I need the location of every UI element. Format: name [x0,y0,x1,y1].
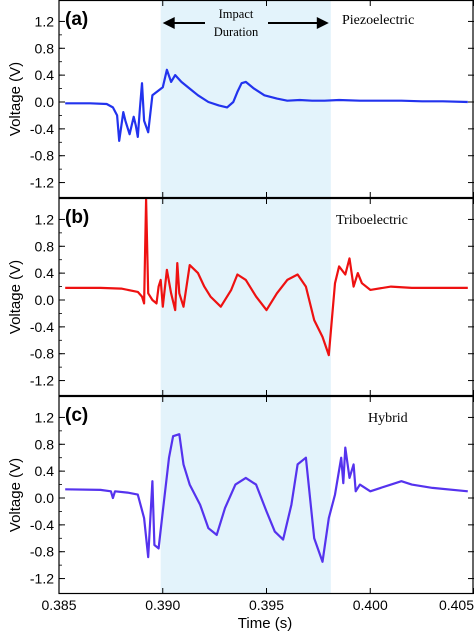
impact-duration-annotation: Impact Duration [162,7,329,39]
impact-label-line2: Duration [214,25,259,39]
y-tick-label: -0.4 [30,517,54,533]
x-tick-label: 0.405 [439,597,474,613]
panel-name: Piezoelectric [342,13,414,28]
y-tick-label: -0.4 [30,319,54,335]
x-tick-label: 0.385 [41,597,76,613]
y-tick-label: 0.4 [35,67,55,83]
panel-name: Triboelectric [336,213,408,228]
x-axis-label: Time (s) [238,615,292,632]
y-tick-label: 0.0 [35,490,55,506]
panel-frame [58,0,474,199]
y-tick-label: 0.0 [35,94,55,110]
panel-3: 1.2 0.8 0.4 0.0 -0.4 -0.8 -1.2 Voltage (V) (c) Hy… [7,395,474,595]
y-tick-label: 0.4 [35,463,55,479]
impact-arrow-left-head [162,17,175,29]
y-tick-label: -0.8 [30,148,54,164]
y-tick-label: 0.4 [35,265,55,281]
panel-frame [58,395,474,595]
y-axis-label: Voltage (V) [7,260,24,334]
impact-region [160,0,331,198]
y-tick-label: 1.2 [35,211,55,227]
y-tick-label: 1.2 [35,409,55,425]
panel-frame [58,197,474,397]
y-axis-label: Voltage (V) [7,62,24,136]
chart-panels: 1.2 0.8 0.4 0.0 -0.4 -0.8 -1.2 Voltage (V) (a) Pi… [7,0,474,613]
y-tick-label: -1.2 [30,175,54,191]
impact-label-line1: Impact [219,7,254,21]
impact-region [160,396,331,594]
y-tick-label: -1.2 [30,373,54,389]
series-line [65,433,468,563]
y-tick-label: 1.2 [35,13,55,29]
x-tick-label: 0.400 [353,597,388,613]
panel-2: 1.2 0.8 0.4 0.0 -0.4 -0.8 -1.2 Voltage (V) (b) Tr… [7,197,474,397]
y-tick-label: -1.2 [30,571,54,587]
y-tick-label: -0.8 [30,346,54,362]
x-tick-label: 0.395 [249,597,284,613]
panel-tag: (c) [65,405,88,426]
impact-arrow-right-head [316,17,329,29]
series-line [65,198,468,357]
impact-region [160,198,331,396]
panel-tag: (b) [65,207,89,228]
y-tick-label: -0.4 [30,121,54,137]
y-tick-label: 0.8 [35,40,55,56]
panel-1: 1.2 0.8 0.4 0.0 -0.4 -0.8 -1.2 Voltage (V) (a) Pi… [7,0,474,199]
y-tick-label: 0.0 [35,292,55,308]
y-tick-label: 0.8 [35,238,55,254]
panel-tag: (a) [65,9,88,30]
x-tick-label: 0.390 [145,597,180,613]
y-tick-label: 0.8 [35,436,55,452]
y-tick-label: -0.8 [30,544,54,560]
panel-name: Hybrid [368,411,408,426]
y-axis-label: Voltage (V) [7,458,24,532]
series-line [65,68,468,142]
